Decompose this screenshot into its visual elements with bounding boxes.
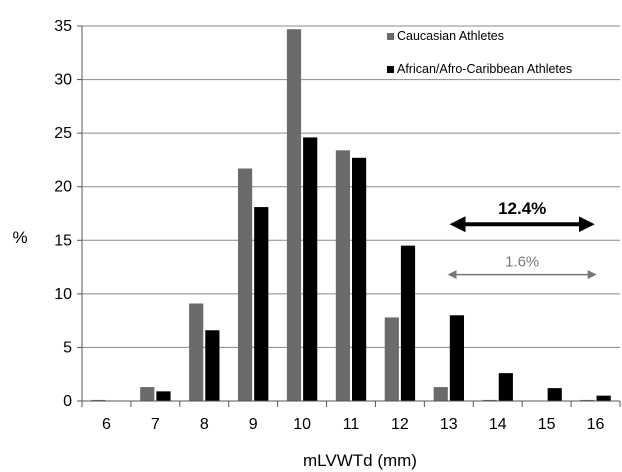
legend-label: Caucasian Athletes [397, 29, 504, 43]
legend-swatch [387, 66, 394, 73]
bar-african-15 [547, 388, 562, 401]
bar-caucasian-14 [482, 399, 497, 401]
x-axis-label: mLVWTd (mm) [303, 451, 417, 470]
bar-african-14 [498, 373, 513, 401]
legend-label: African/Afro-Caribbean Athletes [397, 62, 572, 76]
annotation-label: 1.6% [505, 254, 539, 271]
x-tick-label: 14 [489, 416, 507, 433]
bar-african-12 [400, 245, 416, 401]
gridlines [82, 25, 620, 348]
bar-caucasian-10 [286, 29, 302, 401]
y-tick-label: 10 [54, 286, 72, 303]
annotations: 12.4% 1.6% [447, 199, 597, 280]
y-tick-label: 0 [63, 393, 72, 410]
bar-caucasian-7 [140, 387, 155, 401]
x-tick-label: 9 [249, 416, 258, 433]
x-tick-label: 11 [343, 416, 360, 433]
x-tick-label: 13 [440, 416, 458, 433]
legend-swatch [387, 33, 394, 40]
x-tick-label: 16 [587, 416, 605, 433]
bar-caucasian-6 [91, 399, 106, 401]
x-tick-label: 12 [391, 416, 409, 433]
x-tick-label: 6 [102, 416, 111, 433]
bar-african-11 [352, 157, 367, 401]
axes: 0 5 10 15 20 25 30 35 6 7 8 9 10 11 12 13 14 15 16 [54, 18, 621, 433]
y-tick-label: 20 [54, 179, 72, 196]
y-tick-label: 25 [54, 125, 72, 142]
x-tick-label: 15 [538, 416, 556, 433]
x-tick-label: 8 [200, 416, 209, 433]
x-tick-label: 7 [151, 416, 160, 433]
bar-caucasian-8 [189, 303, 204, 401]
y-tick-label: 35 [54, 18, 72, 35]
bar-african-10 [303, 137, 318, 401]
y-axis-label: % [12, 228, 27, 247]
bar-african-8 [205, 330, 220, 401]
bar-caucasian-16 [580, 399, 595, 401]
bars [91, 29, 611, 401]
y-tick-label: 5 [63, 339, 72, 356]
bar-african-9 [254, 207, 269, 401]
bar-caucasian-12 [384, 317, 399, 401]
bar-caucasian-13 [433, 387, 448, 401]
legend: Caucasian Athletes African/Afro-Caribbean… [387, 29, 572, 76]
x-tick-label: 10 [293, 416, 311, 433]
bar-african-7 [156, 391, 171, 401]
y-tick-label: 30 [54, 72, 72, 89]
y-tick-label: 15 [54, 232, 72, 249]
bar-african-16 [596, 395, 611, 401]
bar-african-13 [449, 315, 465, 401]
annotation-label: 12.4% [498, 199, 546, 218]
bar-caucasian-9 [237, 168, 253, 401]
bar-caucasian-11 [335, 150, 350, 401]
